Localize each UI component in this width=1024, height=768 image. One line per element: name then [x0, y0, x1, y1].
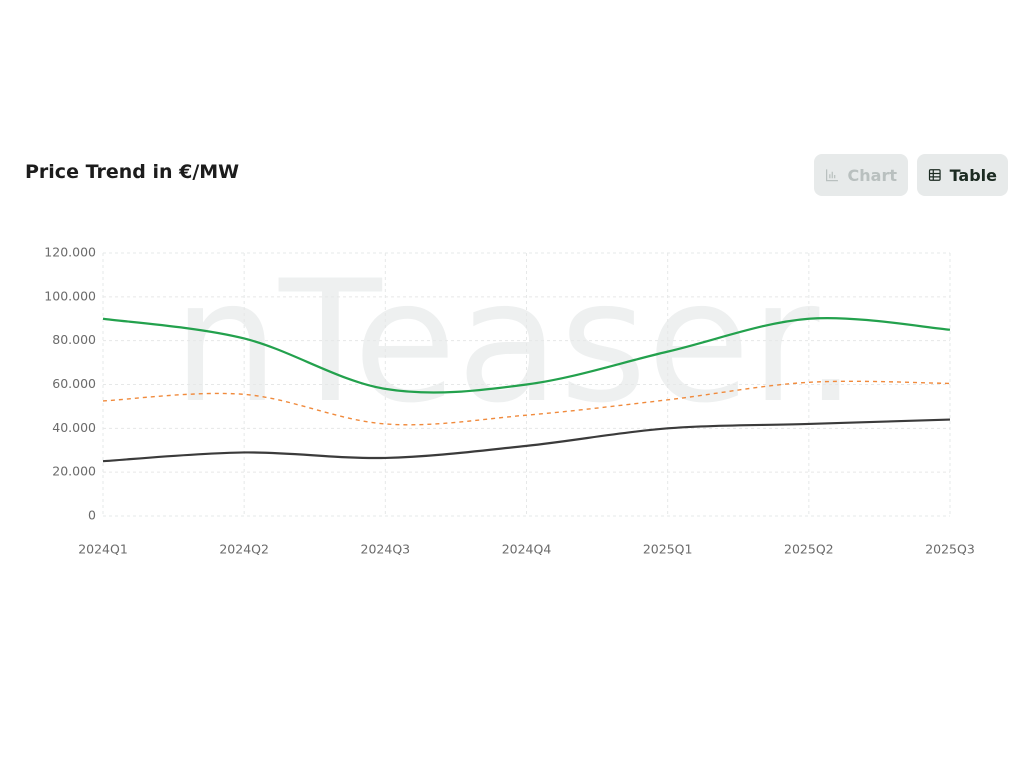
chart-button-label: Chart: [847, 165, 897, 185]
x-tick-label: 2024Q1: [78, 542, 128, 557]
chart-icon: [826, 169, 838, 182]
table-button[interactable]: Table: [917, 154, 1008, 196]
chart-button[interactable]: Chart: [814, 154, 908, 196]
x-tick-label: 2025Q1: [643, 542, 693, 557]
y-tick-label: 60.000: [52, 376, 96, 391]
x-tick-label: 2024Q3: [361, 542, 411, 557]
y-tick-label: 80.000: [52, 332, 96, 347]
y-tick-label: 20.000: [52, 464, 96, 479]
title: Price Trend in €/MW: [25, 161, 240, 183]
watermark: nTeaser.: [173, 244, 858, 440]
series-line: [102, 418, 951, 463]
table-button-label: Table: [949, 165, 997, 185]
table-icon: [928, 169, 941, 181]
x-tick-label: 2024Q4: [502, 542, 552, 557]
y-tick-label: 40.000: [52, 420, 96, 435]
x-tick-label: 2025Q3: [925, 542, 975, 557]
y-tick-label: 0: [88, 508, 96, 523]
x-tick-label: 2025Q2: [784, 542, 834, 557]
y-tick-label: 120.000: [44, 245, 96, 260]
y-tick-label: 100.000: [44, 288, 96, 303]
series-line: [102, 317, 951, 394]
series-line: [102, 380, 951, 426]
x-tick-label: 2024Q2: [219, 542, 269, 557]
